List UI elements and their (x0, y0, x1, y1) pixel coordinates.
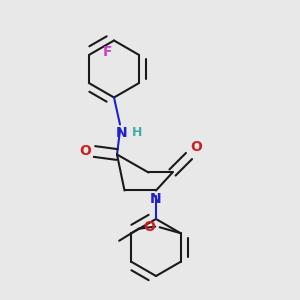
Text: F: F (103, 45, 112, 59)
Text: O: O (190, 140, 202, 154)
Text: H: H (131, 126, 142, 139)
Text: N: N (116, 126, 127, 140)
Text: N: N (150, 192, 162, 206)
Text: O: O (143, 220, 155, 234)
Text: O: O (80, 145, 92, 158)
